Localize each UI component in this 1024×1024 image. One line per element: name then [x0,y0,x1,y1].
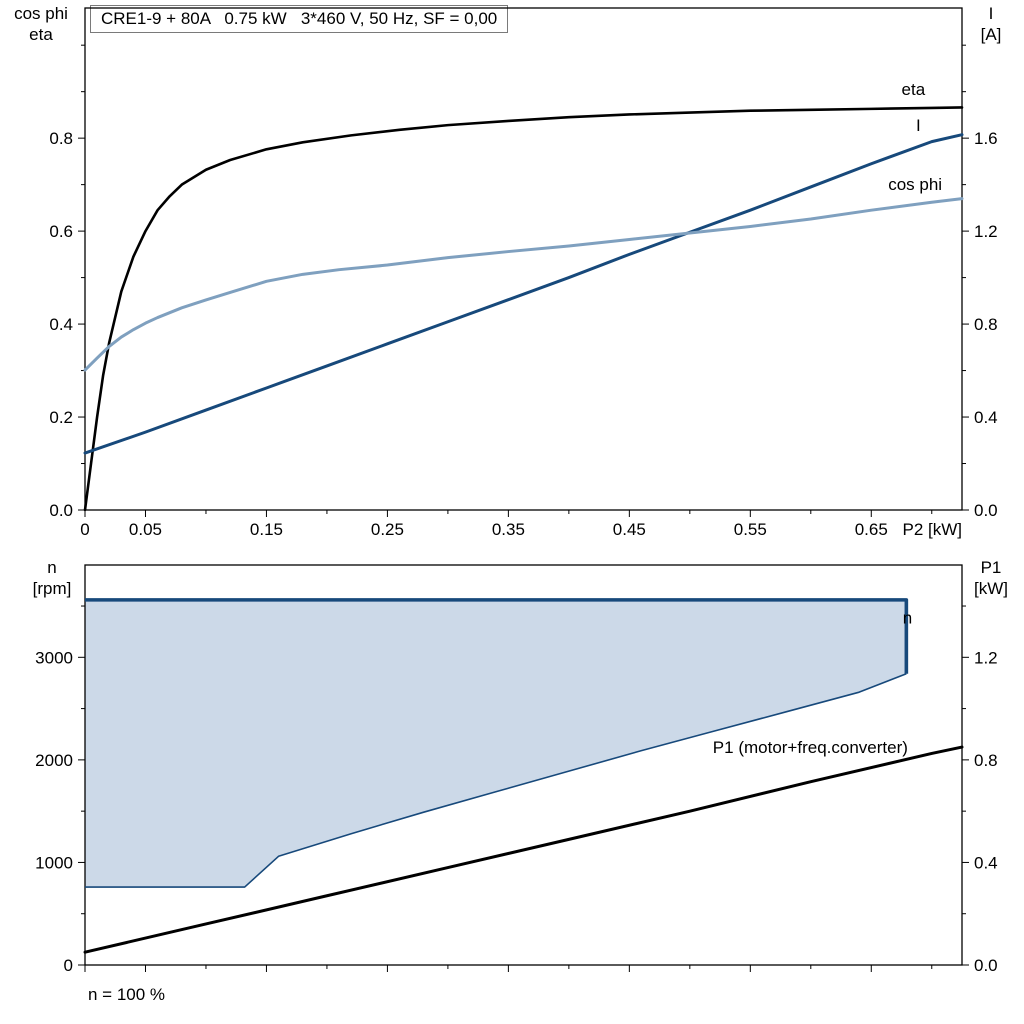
speed-upper-boundary [85,598,909,674]
right-tick-label: 1.2 [974,648,998,667]
left-tick-label: 2000 [35,751,73,770]
left-tick-label: 0.6 [49,222,73,241]
curve-label-P1: P1 (motor+freq.converter) [713,738,908,757]
bottom-chart-left-axis-title: n [rpm] [16,557,88,599]
x-axis-label: P2 [kW] [902,520,962,539]
top-chart-right-axis-title: I [A] [962,3,1020,45]
speed-lower-boundary [85,672,907,888]
curve-P1 [83,745,964,954]
right-tick-label: 0.4 [974,853,998,872]
speed-operating-region [85,599,907,888]
left-axis-title-line: cos phi [14,4,68,23]
right-tick-label: 0.8 [974,751,998,770]
right-tick-label: 1.2 [974,222,998,241]
left-tick-label: 0.8 [49,129,73,148]
right-axis-title-line: P1 [980,558,1002,577]
left-axis-title-line: n [47,558,57,577]
right-tick-label: 0.8 [974,315,998,334]
x-tick-label: 0.65 [855,520,888,539]
curve-label-n: n [903,608,912,627]
right-axis-title-line: [A] [980,25,1002,44]
x-tick-label: 0 [80,520,89,539]
right-axis-title-line: [kW] [974,579,1008,598]
left-tick-label: 0.2 [49,408,73,427]
right-tick-label: 1.6 [974,129,998,148]
x-tick-label: 0.55 [734,520,767,539]
right-tick-label: 0.0 [974,956,998,975]
top-chart: 0.0 0.2 0.4 0.6 0.8 0.0 0.4 0.8 1.2 1.6 0 0.05 0.15 0… [49,7,998,539]
plot-frame [84,7,963,511]
right-axis-title-line: I [988,4,994,23]
right-tick-label: 0.4 [974,408,998,427]
left-tick-label: 1000 [35,853,73,872]
curve-cos phi [83,197,964,372]
bottom-chart: 0 1000 2000 3000 0.0 0.4 0.8 1.2 n P1 (motor+freq… [35,564,998,975]
left-tick-label: 0 [64,956,73,975]
speed-footnote: n = 100 % [88,985,166,1004]
curve-label-cos phi: cos phi [888,175,942,194]
x-tick-label: 0.35 [492,520,525,539]
curve-I [83,133,964,455]
left-axis-title-line: eta [29,25,53,44]
x-tick-label: 0.25 [371,520,404,539]
x-tick-label: 0.05 [129,520,162,539]
x-tick-label: 0.45 [613,520,646,539]
left-tick-label: 0.4 [49,315,73,334]
chart-title: CRE1-9 + 80A 0.75 kW 3*460 V, 50 Hz, SF … [90,5,509,33]
left-tick-label: 3000 [35,648,73,667]
left-tick-label: 0.0 [49,501,73,520]
curve-label-eta: eta [902,80,926,99]
right-tick-label: 0.0 [974,501,998,520]
left-axis-title-line: [rpm] [32,579,72,598]
top-chart-left-axis-title: cos phi eta [2,3,80,45]
curve-label-I: I [916,116,921,135]
x-tick-label: 0.15 [250,520,283,539]
curve-eta [83,106,964,512]
bottom-chart-right-axis-title: P1 [kW] [960,557,1022,599]
plot-frame [84,564,963,966]
